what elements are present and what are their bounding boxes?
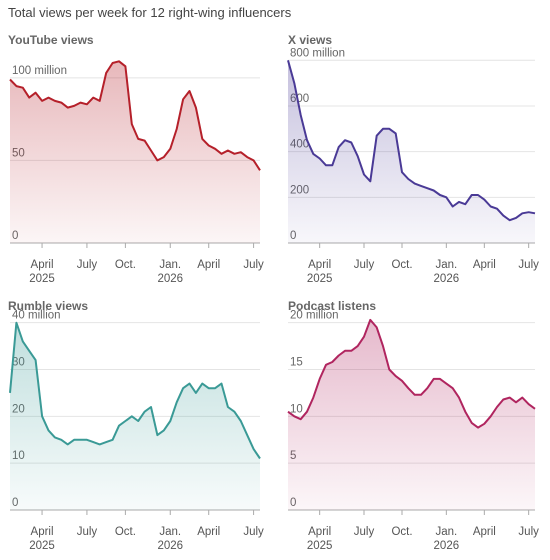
- x-tick-label: Oct.: [391, 259, 413, 271]
- x-tick-label: April: [197, 259, 221, 271]
- page-title: Total views per week for 12 right-wing i…: [8, 5, 292, 20]
- y-tick-label: 20 million: [290, 310, 339, 322]
- line: [287, 318, 536, 429]
- y-tick-label: 40 million: [12, 310, 61, 322]
- line: [9, 321, 261, 460]
- x-tick-label: April 2025: [306, 526, 333, 552]
- area-fill: [288, 319, 535, 510]
- panel-title: X views: [288, 33, 332, 47]
- x-tick-label: July: [518, 259, 539, 271]
- x-tick-label: July: [353, 526, 375, 538]
- x-tick-label: April: [197, 526, 221, 538]
- x-tick-label: April: [472, 259, 496, 271]
- x-tick-label: Oct.: [114, 259, 136, 271]
- x-tick-label: April: [472, 526, 496, 538]
- x-tick-label: Oct.: [391, 526, 413, 538]
- panel-title: YouTube views: [8, 33, 94, 47]
- x-tick-label: July: [353, 259, 375, 271]
- line: [287, 60, 536, 222]
- area-fill: [10, 61, 260, 243]
- x-tick-label: Jan. 2026: [433, 259, 460, 285]
- area-fill: [288, 60, 535, 243]
- x-tick-label: Jan. 2026: [157, 526, 184, 552]
- x-tick-label: April 2025: [29, 526, 55, 552]
- x-tick-label: July: [76, 526, 98, 538]
- x-tick-label: Jan. 2026: [433, 526, 460, 552]
- x-tick-label: July: [243, 526, 264, 538]
- line: [9, 60, 261, 171]
- area-fill: [10, 322, 260, 510]
- x-tick-label: April 2025: [29, 259, 55, 285]
- x-tick-label: July: [518, 526, 539, 538]
- x-tick-label: Jan. 2026: [157, 259, 184, 285]
- x-tick-label: April 2025: [306, 259, 333, 285]
- panel-title: Rumble views: [8, 299, 88, 313]
- y-tick-label: 15: [290, 357, 303, 369]
- y-tick-label: 800 million: [290, 47, 345, 59]
- x-tick-label: Oct.: [114, 526, 136, 538]
- y-tick-label: 10: [290, 403, 303, 415]
- panel-title: Podcast listens: [288, 299, 376, 313]
- y-tick-label: 100 million: [12, 65, 67, 77]
- x-tick-label: July: [76, 259, 98, 271]
- x-tick-label: July: [243, 259, 264, 271]
